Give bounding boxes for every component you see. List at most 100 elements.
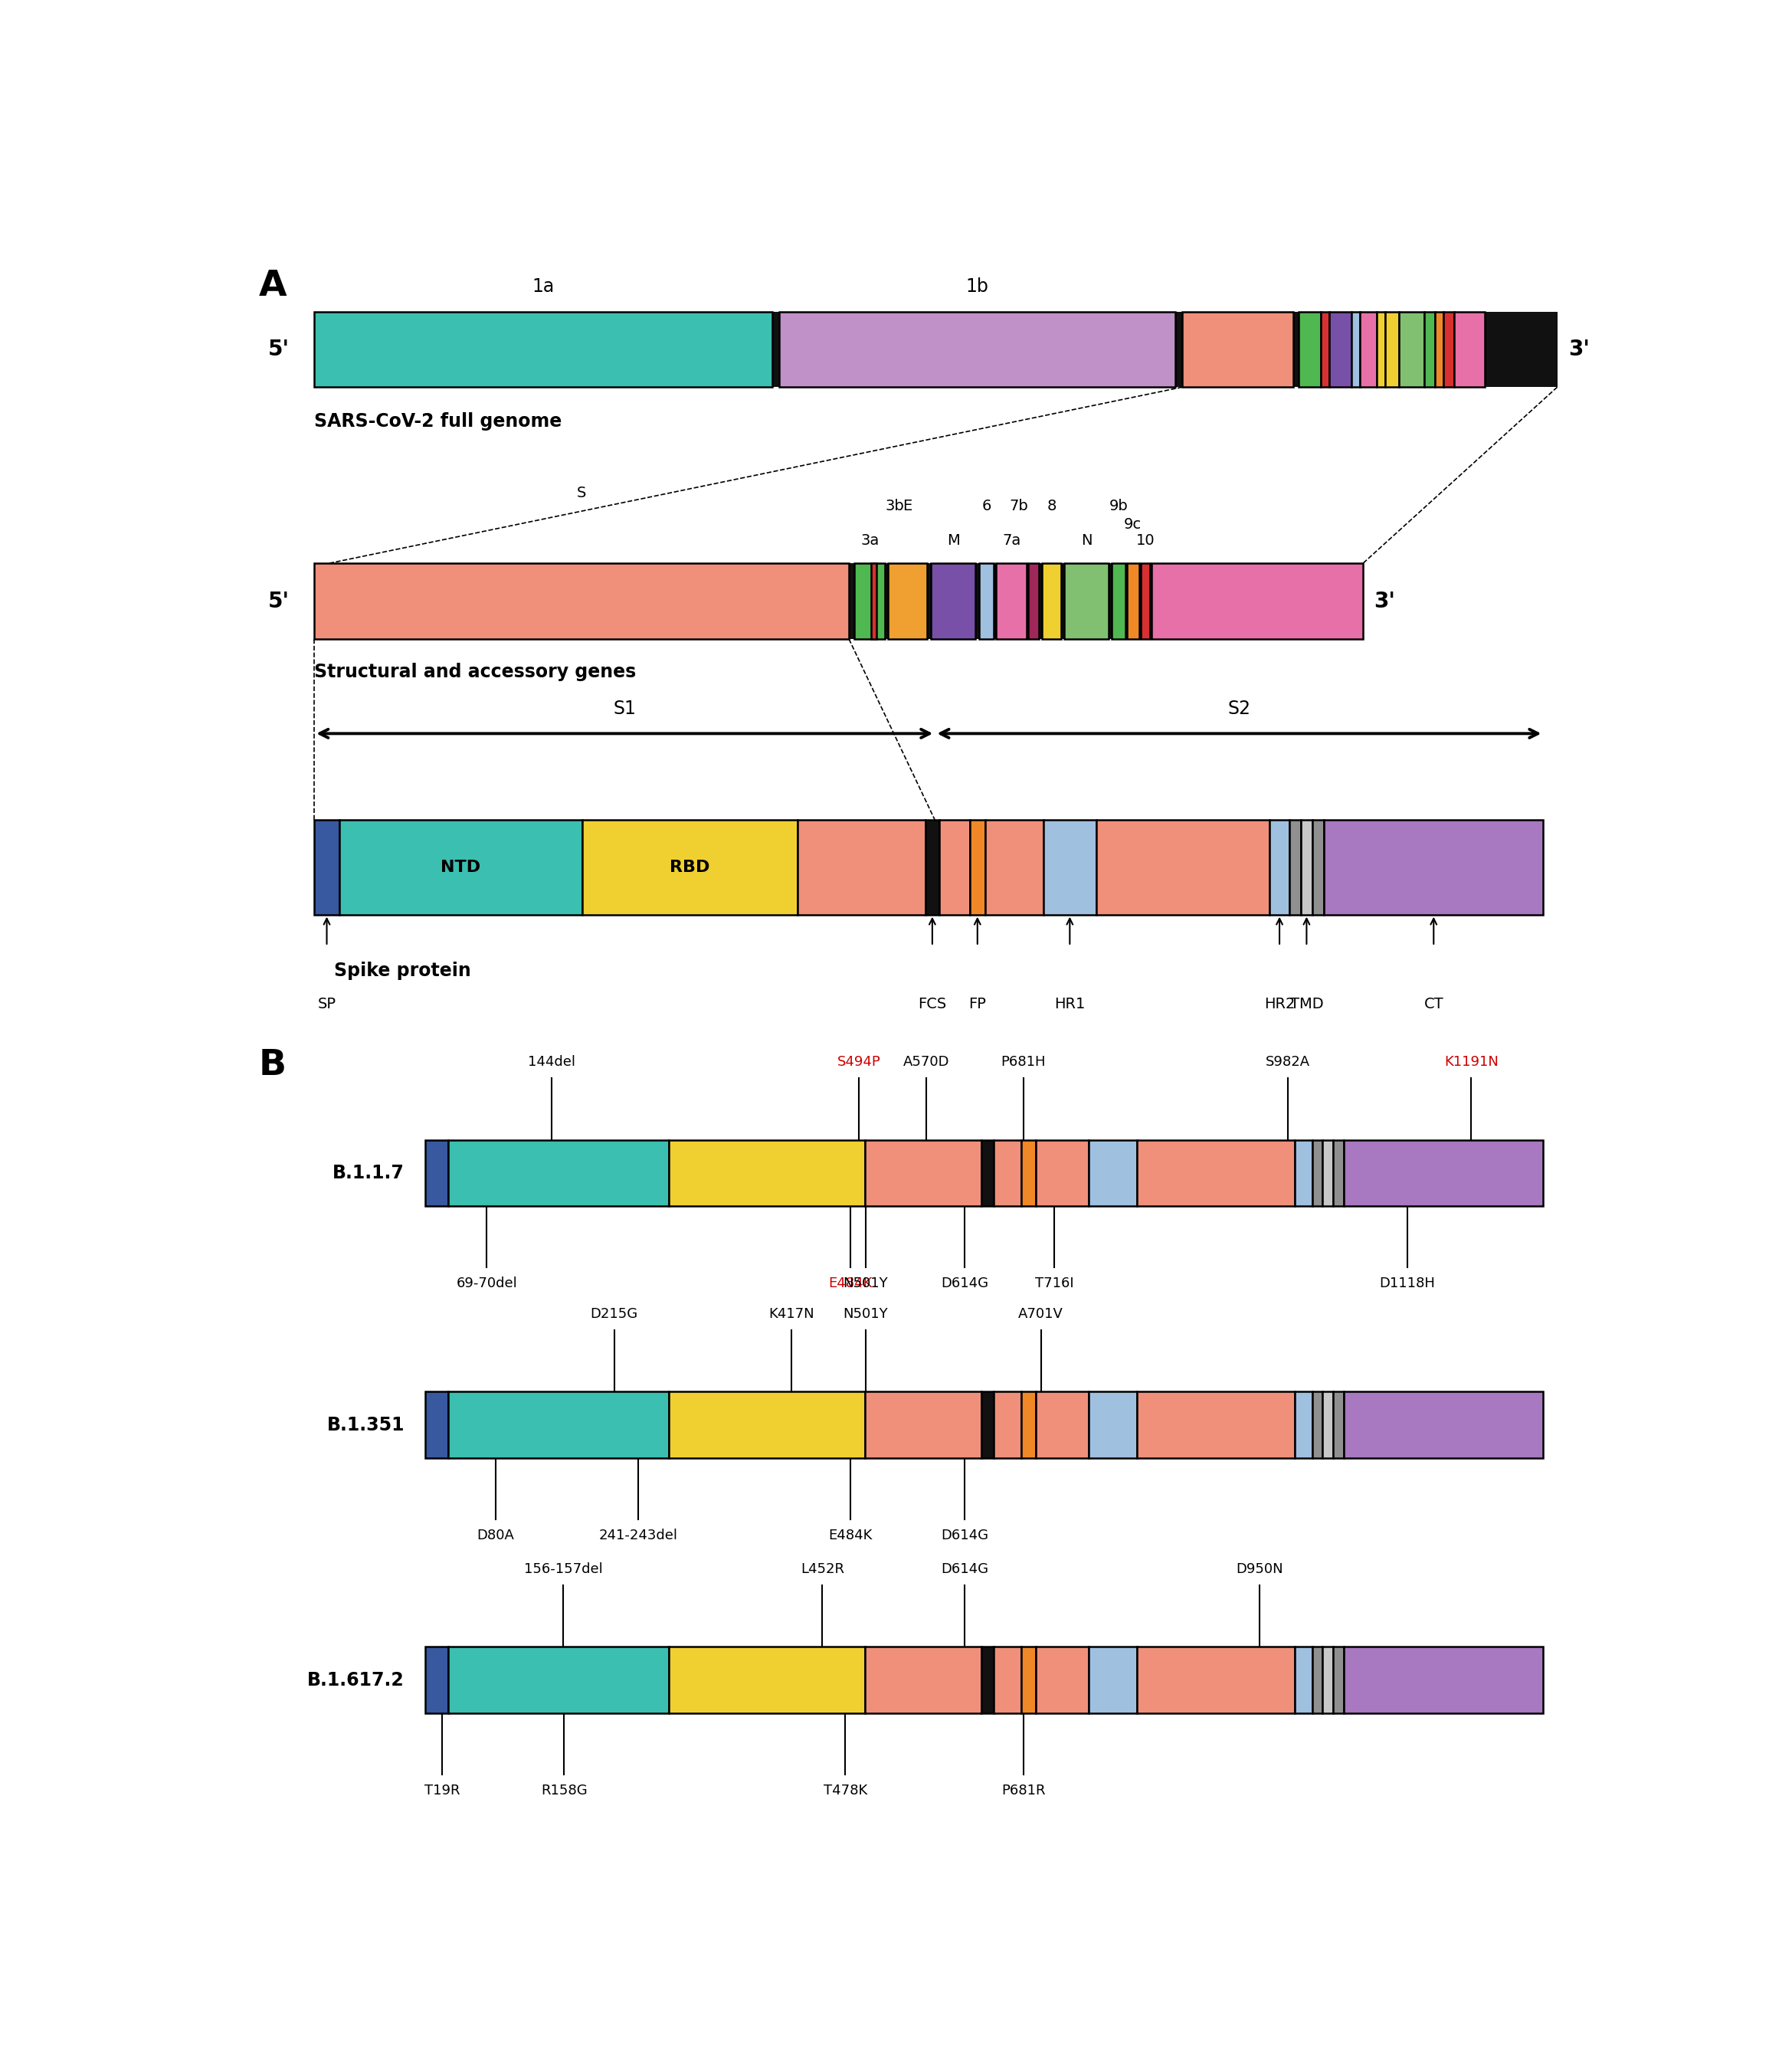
Text: 6: 6: [982, 499, 991, 513]
Bar: [314, 311, 772, 387]
Text: 156-157del: 156-157del: [523, 1562, 602, 1577]
Bar: [1088, 1139, 1136, 1207]
Bar: [982, 1646, 995, 1714]
Text: N501Y: N501Y: [842, 1276, 887, 1290]
Text: B.1.617.2: B.1.617.2: [308, 1671, 405, 1689]
Bar: [1088, 1393, 1136, 1458]
Bar: [866, 1646, 982, 1714]
Bar: [1064, 564, 1109, 640]
Text: D215G: D215G: [590, 1307, 638, 1321]
Text: R158G: R158G: [541, 1783, 588, 1798]
Bar: [1294, 1139, 1312, 1207]
Text: HR2: HR2: [1263, 996, 1296, 1010]
Text: A: A: [258, 270, 287, 303]
Text: 10: 10: [1136, 534, 1154, 548]
Bar: [1301, 820, 1312, 914]
Text: S494P: S494P: [837, 1055, 882, 1070]
Text: E484K: E484K: [828, 1276, 873, 1290]
Text: Structural and accessory genes: Structural and accessory genes: [314, 663, 636, 681]
Text: FP: FP: [969, 996, 986, 1010]
Bar: [1183, 311, 1294, 387]
Text: SARS-CoV-2 full genome: SARS-CoV-2 full genome: [314, 413, 563, 431]
Bar: [668, 1139, 866, 1207]
Bar: [314, 311, 1557, 387]
Text: FCS: FCS: [918, 996, 946, 1010]
Text: P681H: P681H: [1002, 1055, 1047, 1070]
Bar: [314, 564, 1362, 640]
Bar: [1344, 1393, 1543, 1458]
Bar: [1142, 564, 1150, 640]
Text: B.1.1.7: B.1.1.7: [333, 1164, 405, 1182]
Bar: [314, 820, 339, 914]
Text: B.1.351: B.1.351: [326, 1415, 405, 1434]
Bar: [1036, 1139, 1088, 1207]
Bar: [1321, 311, 1330, 387]
Text: 7a: 7a: [1002, 534, 1021, 548]
Text: P681R: P681R: [1002, 1783, 1045, 1798]
Bar: [448, 1393, 668, 1458]
Text: S982A: S982A: [1265, 1055, 1310, 1070]
Text: S2: S2: [1228, 699, 1251, 718]
Bar: [425, 1646, 448, 1714]
Bar: [425, 1646, 1543, 1714]
Text: K417N: K417N: [769, 1307, 814, 1321]
Bar: [1360, 311, 1376, 387]
Text: 9b: 9b: [1109, 499, 1127, 513]
Bar: [1312, 1393, 1322, 1458]
Bar: [314, 564, 849, 640]
Bar: [996, 564, 1027, 640]
Text: N501Y: N501Y: [842, 1307, 887, 1321]
Bar: [1136, 1139, 1294, 1207]
Bar: [1312, 820, 1324, 914]
Bar: [1294, 1646, 1312, 1714]
Bar: [980, 564, 993, 640]
Bar: [314, 820, 1543, 914]
Text: 5': 5': [267, 591, 289, 611]
Bar: [1455, 311, 1486, 387]
Text: D80A: D80A: [477, 1530, 514, 1542]
Bar: [887, 564, 926, 640]
Bar: [1376, 311, 1385, 387]
Text: Spike protein: Spike protein: [333, 961, 471, 980]
Text: 1b: 1b: [966, 278, 989, 297]
Text: D614G: D614G: [941, 1530, 989, 1542]
Bar: [1271, 820, 1288, 914]
Bar: [1425, 311, 1435, 387]
Bar: [1443, 311, 1455, 387]
Bar: [448, 1139, 668, 1207]
Bar: [1333, 1646, 1344, 1714]
Bar: [1043, 820, 1097, 914]
Text: HR1: HR1: [1054, 996, 1086, 1010]
Bar: [925, 820, 939, 914]
Text: K1191N: K1191N: [1444, 1055, 1498, 1070]
Bar: [1312, 1139, 1322, 1207]
Bar: [982, 1139, 995, 1207]
Bar: [780, 311, 1176, 387]
Bar: [1136, 1393, 1294, 1458]
Bar: [995, 1393, 1021, 1458]
Text: S1: S1: [613, 699, 636, 718]
Bar: [1351, 311, 1360, 387]
Bar: [1288, 820, 1301, 914]
Bar: [1299, 311, 1321, 387]
Text: D950N: D950N: [1236, 1562, 1283, 1577]
Bar: [339, 820, 582, 914]
Bar: [855, 564, 885, 640]
Bar: [1322, 1393, 1333, 1458]
Text: B: B: [258, 1049, 287, 1084]
Text: T19R: T19R: [425, 1783, 461, 1798]
Bar: [668, 1646, 866, 1714]
Bar: [582, 820, 797, 914]
Bar: [1088, 1646, 1136, 1714]
Text: N: N: [1081, 534, 1091, 548]
Bar: [1111, 564, 1125, 640]
Bar: [995, 1646, 1021, 1714]
Bar: [1400, 311, 1425, 387]
Bar: [939, 820, 969, 914]
Bar: [866, 1393, 982, 1458]
Text: 9c: 9c: [1124, 517, 1142, 532]
Text: TMD: TMD: [1290, 996, 1322, 1010]
Text: E484K: E484K: [828, 1530, 873, 1542]
Bar: [448, 1646, 668, 1714]
Bar: [866, 1139, 982, 1207]
